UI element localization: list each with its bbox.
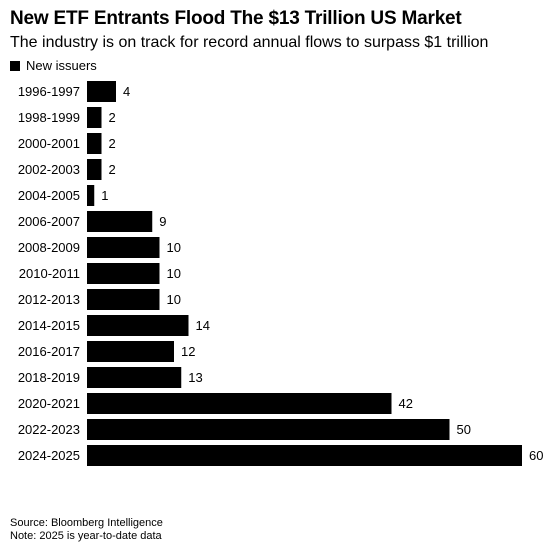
category-label: 2014-2015 — [18, 318, 80, 333]
bar-2014-2015 — [87, 315, 189, 336]
footnote: Note: 2025 is year-to-date data — [10, 530, 162, 542]
category-label: 2018-2019 — [18, 370, 80, 385]
category-label: 2004-2005 — [18, 188, 80, 203]
bar-1998-1999 — [87, 107, 102, 128]
bar-2002-2003 — [87, 159, 102, 180]
category-label: 2020-2021 — [18, 396, 80, 411]
value-label: 10 — [167, 266, 181, 281]
value-label: 10 — [167, 240, 181, 255]
category-label: 2002-2003 — [18, 162, 80, 177]
category-label: 2012-2013 — [18, 292, 80, 307]
value-label: 4 — [123, 84, 130, 99]
value-label: 2 — [109, 162, 116, 177]
category-label: 2016-2017 — [18, 344, 80, 359]
bar-2016-2017 — [87, 341, 174, 362]
value-label: 60 — [529, 448, 543, 463]
category-label: 2024-2025 — [18, 448, 80, 463]
legend: New issuers — [10, 58, 97, 73]
bar-2020-2021 — [87, 393, 392, 414]
source-note: Source: Bloomberg Intelligence — [10, 517, 163, 529]
legend-label: New issuers — [26, 58, 97, 73]
bar-2000-2001 — [87, 133, 102, 154]
value-label: 10 — [167, 292, 181, 307]
category-label: 2022-2023 — [18, 422, 80, 437]
category-label: 2010-2011 — [19, 266, 80, 281]
value-label: 2 — [109, 136, 116, 151]
value-label: 1 — [101, 188, 108, 203]
category-label: 2008-2009 — [18, 240, 80, 255]
bar-1996-1997 — [87, 81, 116, 102]
value-label: 12 — [181, 344, 195, 359]
value-label: 42 — [399, 396, 413, 411]
value-label: 9 — [159, 214, 166, 229]
bar-2008-2009 — [87, 237, 160, 258]
chart-title: New ETF Entrants Flood The $13 Trillion … — [10, 8, 462, 29]
value-label: 14 — [196, 318, 210, 333]
bar-2018-2019 — [87, 367, 182, 388]
bar-2012-2013 — [87, 289, 160, 310]
category-label: 2006-2007 — [18, 214, 80, 229]
bar-2022-2023 — [87, 419, 450, 440]
bar-2024-2025 — [87, 445, 522, 466]
value-label: 2 — [109, 110, 116, 125]
category-label: 1998-1999 — [18, 110, 80, 125]
bar-chart: 1996-1997 4 1998-1999 2 2000-2001 2 2002-2003 2… — [18, 81, 543, 466]
bar-2010-2011 — [87, 263, 160, 284]
value-label: 13 — [188, 370, 202, 385]
category-label: 1996-1997 — [18, 84, 80, 99]
bar-2004-2005 — [87, 185, 95, 206]
chart-subtitle: The industry is on track for record annu… — [10, 34, 489, 51]
bar-2006-2007 — [87, 211, 153, 232]
category-label: 2000-2001 — [18, 136, 80, 151]
value-label: 50 — [457, 422, 471, 437]
legend-swatch — [10, 60, 20, 71]
